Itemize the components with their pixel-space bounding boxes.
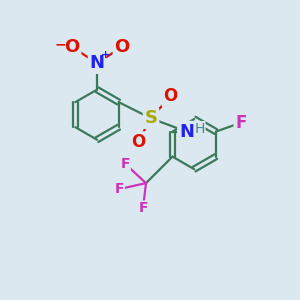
Text: F: F — [235, 114, 247, 132]
Text: H: H — [194, 122, 205, 136]
Text: N: N — [179, 123, 194, 141]
Text: F: F — [115, 182, 124, 196]
Text: S: S — [145, 109, 158, 127]
Text: O: O — [131, 133, 145, 151]
Text: O: O — [64, 38, 80, 56]
Text: O: O — [163, 87, 177, 105]
Text: F: F — [138, 201, 148, 215]
Text: O: O — [114, 38, 130, 56]
Text: −: − — [55, 37, 67, 51]
Text: N: N — [89, 54, 104, 72]
Text: F: F — [121, 157, 130, 171]
Text: +: + — [100, 50, 110, 60]
